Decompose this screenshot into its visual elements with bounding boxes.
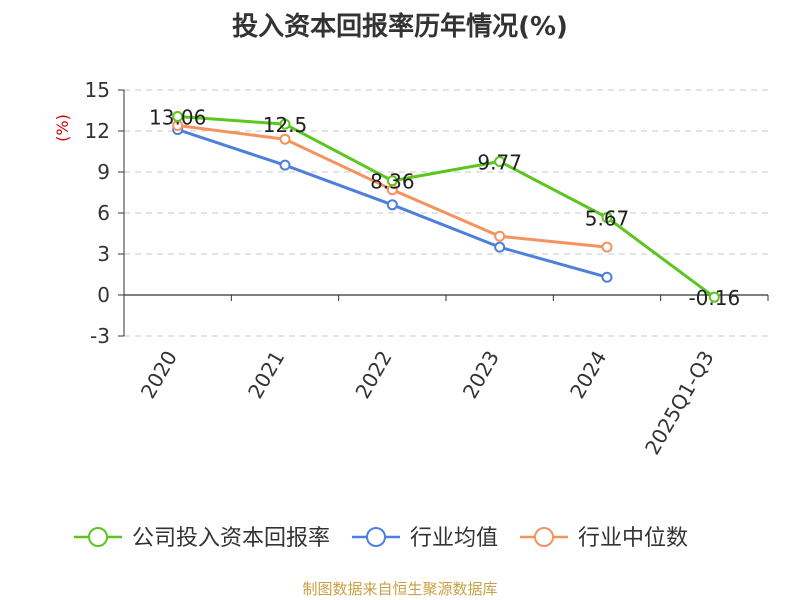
data-point	[494, 241, 506, 253]
legend-label: 公司投入资本回报率	[132, 526, 330, 551]
y-tick-label: 6	[97, 201, 110, 225]
x-tick-label: 2022	[350, 347, 396, 403]
data-point	[601, 212, 613, 224]
legend: 公司投入资本回报率 行业均值 行业中位数	[74, 526, 688, 551]
data-point	[279, 133, 291, 145]
data-point	[601, 241, 613, 253]
data-labels: 13.06 12.5 8.36 9.77 5.67 -0.16	[149, 106, 740, 311]
y-tick-label: 15	[85, 78, 110, 102]
data-point	[494, 155, 506, 167]
data-point	[386, 199, 398, 211]
y-tick-label: 3	[97, 242, 110, 266]
legend-swatch-marker	[366, 527, 387, 547]
legend-label: 行业均值	[410, 526, 498, 551]
data-label: 8.36	[370, 170, 415, 194]
y-tick-label: 12	[85, 119, 110, 143]
data-point	[386, 175, 398, 187]
series-lines	[172, 111, 720, 303]
y-tick-label: 0	[97, 283, 110, 307]
data-label: 12.5	[263, 113, 308, 137]
data-point	[601, 271, 613, 283]
y-axis-unit: (%)	[53, 114, 72, 142]
legend-label: 行业中位数	[578, 526, 688, 551]
axes	[118, 89, 769, 337]
series-line	[177, 115, 716, 299]
legend-swatch-marker	[534, 527, 555, 547]
chart-title: 投入资本回报率历年情况(%)	[232, 12, 568, 42]
data-label: -0.16	[688, 286, 740, 310]
x-tick-labels: 2020 2021 2022 2023 2024 2025Q1-Q3	[136, 346, 719, 458]
x-tick-label: 2024	[565, 347, 611, 403]
x-tick-label: 2021	[243, 347, 289, 403]
data-label: 9.77	[477, 150, 522, 174]
data-source: 制图数据来自恒生聚源数据库	[302, 580, 498, 598]
data-point	[279, 159, 291, 171]
legend-item[interactable]: 行业中位数	[520, 526, 688, 551]
legend-item[interactable]: 公司投入资本回报率	[74, 526, 330, 551]
x-tick-label: 2025Q1-Q3	[640, 347, 719, 459]
data-point	[494, 230, 506, 242]
data-label: 5.67	[585, 207, 630, 231]
y-tick-label: -3	[90, 324, 110, 348]
legend-item[interactable]: 行业均值	[352, 526, 498, 551]
data-label: 13.06	[149, 106, 206, 130]
data-point	[708, 291, 720, 303]
y-tick-labels: -3 0 3 6 9 12 15	[85, 78, 110, 348]
y-tick-label: 9	[97, 160, 110, 184]
legend-swatch-marker	[88, 527, 108, 547]
x-tick-label: 2020	[136, 347, 182, 403]
x-tick-label: 2023	[458, 346, 504, 402]
data-point	[172, 111, 184, 123]
data-point	[279, 118, 291, 130]
